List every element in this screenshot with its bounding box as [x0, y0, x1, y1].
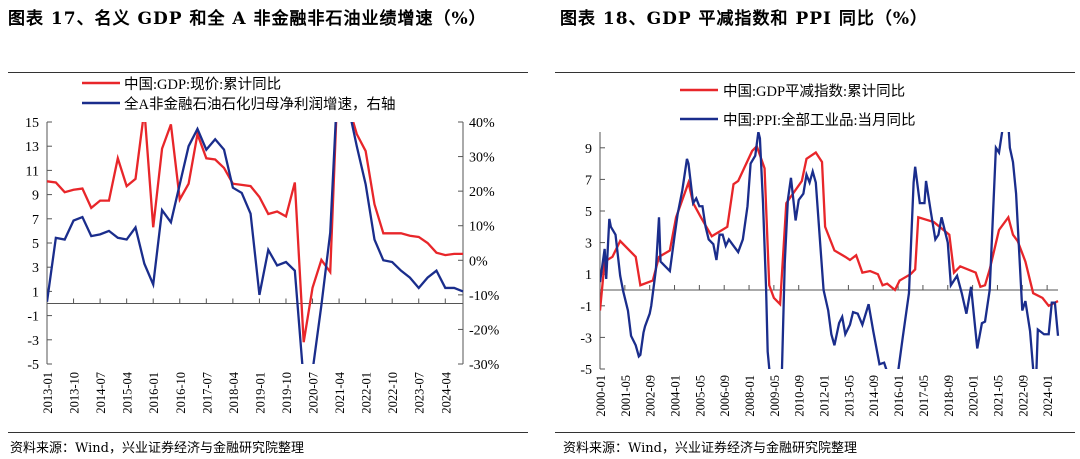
x-tick-label: 2024-01	[1041, 375, 1055, 417]
y2-tick-label: -20%	[469, 323, 500, 338]
right-chart-title: 图表 18、GDP 平减指数和 PPI 同比（%）	[560, 9, 929, 29]
x-tick-label: 2009-05	[768, 375, 782, 417]
x-tick-label: 2017-07	[200, 372, 214, 414]
x-tick-label: 2022-01	[360, 372, 374, 414]
legend-label-2: 中国:PPI:全部工业品:当月同比	[723, 111, 916, 129]
y-tick-label: -5	[580, 363, 592, 378]
series-line-1	[47, 122, 463, 343]
x-tick-label: 2013-05	[842, 375, 856, 417]
x-tick-label: 2008-01	[743, 375, 757, 417]
y-tick-label: 3	[32, 261, 39, 276]
y-tick-label: 1	[585, 268, 592, 283]
x-tick-label: 2018-04	[227, 371, 241, 413]
x-tick-label: 2013-01	[41, 372, 55, 414]
x-tick-label: 2024-04	[439, 371, 453, 413]
x-tick-label: 2016-01	[892, 375, 906, 417]
y-tick-label: -3	[27, 334, 39, 349]
x-tick-label: 2023-07	[413, 372, 427, 414]
legend-label-1: 中国:GDP:现价:累计同比	[124, 76, 281, 93]
right-source-note: 资料来源：Wind，兴业证券经济与金融研究院整理	[563, 441, 857, 456]
x-tick-label: 2000-01	[594, 375, 608, 417]
legend-label-2: 全A非金融石油石化归母净利润增速，右轴	[124, 95, 395, 113]
y-tick-label: -5	[27, 358, 39, 373]
x-tick-label: 2020-01	[967, 375, 981, 417]
right-source-rule	[555, 432, 1075, 433]
x-tick-label: 2018-09	[942, 375, 956, 417]
y-tick-label: 11	[26, 164, 39, 179]
y-tick-label: -3	[580, 331, 592, 346]
y2-tick-label: 20%	[469, 185, 495, 200]
y2-tick-label: -30%	[469, 358, 500, 373]
y-tick-label: -1	[580, 300, 592, 315]
x-tick-label: 2017-05	[917, 375, 931, 417]
x-tick-label: 2012-01	[818, 375, 832, 417]
x-tick-label: 2021-04	[333, 371, 347, 413]
y-tick-label: 9	[585, 142, 592, 157]
x-tick-label: 2015-04	[121, 371, 135, 413]
y-tick-label: 5	[585, 205, 592, 220]
y-tick-label: 7	[585, 173, 592, 188]
x-tick-label: 2022-09	[1016, 375, 1030, 417]
series-line-2	[47, 122, 464, 364]
x-tick-label: 2016-10	[174, 372, 188, 414]
left-chart-title: 图表 17、名义 GDP 和全 A 非金融非石油业绩增速（%）	[8, 9, 487, 29]
y-tick-label: 15	[25, 116, 39, 131]
right-title-rule	[555, 72, 1075, 73]
y-tick-label: 9	[32, 189, 39, 204]
x-tick-label: 2014-09	[867, 375, 881, 417]
x-tick-label: 2019-01	[253, 372, 267, 414]
y2-tick-label: 30%	[469, 151, 495, 166]
x-tick-label: 2022-10	[386, 372, 400, 414]
x-tick-label: 2019-10	[280, 372, 294, 414]
plot-area	[47, 122, 464, 364]
y-tick-label: -1	[27, 310, 39, 325]
x-tick-label: 2004-01	[669, 375, 683, 417]
y-tick-label: 13	[25, 140, 39, 155]
x-tick-label: 2005-05	[693, 375, 707, 417]
y2-tick-label: 0%	[469, 254, 488, 269]
x-tick-label: 2020-07	[307, 372, 321, 414]
x-tick-label: 2002-09	[644, 375, 658, 417]
x-tick-label: 2010-09	[793, 375, 807, 417]
y2-tick-label: 10%	[469, 220, 495, 235]
x-tick-label: 2021-05	[991, 375, 1005, 417]
y-tick-label: 1	[32, 285, 39, 300]
series-line-2	[600, 132, 1060, 369]
x-tick-label: 2014-07	[94, 372, 108, 414]
left-source-note: 资料来源：Wind，兴业证券经济与金融研究院整理	[10, 441, 304, 456]
legend-label-1: 中国:GDP平减指数:累计同比	[723, 83, 905, 100]
x-tick-label: 2016-01	[147, 372, 161, 414]
y2-tick-label: -10%	[469, 289, 500, 304]
y-tick-label: 7	[32, 213, 39, 228]
left-title-rule	[8, 72, 528, 73]
y-tick-label: 5	[32, 237, 39, 252]
y2-tick-label: 40%	[469, 116, 495, 131]
left-source-rule	[8, 432, 528, 433]
plot-area	[600, 132, 1060, 369]
x-tick-label: 2001-05	[619, 375, 633, 417]
x-tick-label: 2013-10	[68, 372, 82, 414]
x-tick-label: 2006-09	[718, 375, 732, 417]
y-tick-label: 3	[585, 237, 592, 252]
